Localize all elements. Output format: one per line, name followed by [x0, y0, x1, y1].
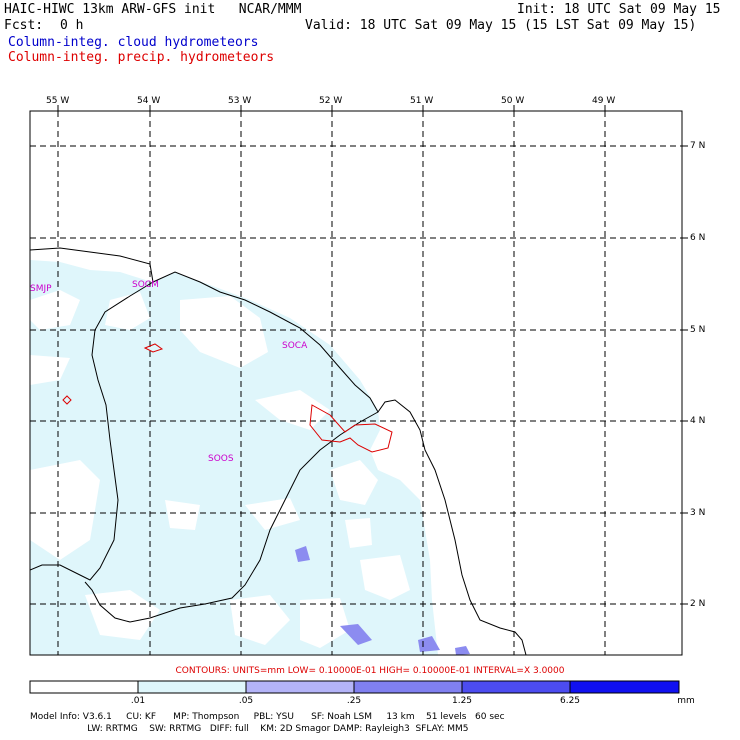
- init-time: Init: 18 UTC Sat 09 May 15: [517, 2, 721, 17]
- colorbar-label: 1.25: [451, 696, 473, 706]
- cloud-gap: [180, 296, 268, 368]
- cloud-medium-patch: [340, 624, 372, 645]
- lat-label: 4 N: [690, 416, 706, 426]
- colorbar-segment: [461, 680, 571, 694]
- lon-label: 54 W: [137, 96, 161, 106]
- colorbar-segment: [245, 680, 355, 694]
- station-label: SOCM: [132, 280, 159, 290]
- cloud-fill-region: [30, 260, 438, 655]
- colorbar-segment: [29, 680, 139, 694]
- valid-time: Valid: 18 UTC Sat 09 May 15 (15 LST Sat …: [305, 18, 697, 33]
- cloud-gap: [255, 390, 330, 430]
- station-label: SOCA: [282, 341, 308, 351]
- cloud-gap: [345, 518, 372, 548]
- lon-label: 55 W: [46, 96, 70, 106]
- map-frame: [29, 110, 683, 656]
- colorbar-segment: [137, 680, 247, 694]
- colorbar-segment: [569, 680, 680, 694]
- forecast-hour: 0 h: [60, 18, 84, 33]
- lon-label: 49 W: [592, 96, 616, 106]
- cloud-gap: [105, 292, 150, 330]
- precip-contour: [62, 395, 72, 405]
- border-gf-br: [84, 411, 379, 623]
- colorbar-label: .25: [346, 696, 362, 706]
- cloud-medium-patch: [295, 546, 310, 562]
- cloud-gap: [30, 355, 70, 385]
- lon-label: 52 W: [319, 96, 343, 106]
- lon-label: 53 W: [228, 96, 252, 106]
- contours-info: CONTOURS: UNITS=mm LOW= 0.10000E-01 HIGH…: [175, 666, 565, 676]
- station-label: SMJP: [30, 284, 52, 294]
- cloud-gap: [230, 595, 290, 645]
- colorbar-label: 6.25: [559, 696, 581, 706]
- model-info-line2: LW: RRTMG SW: RRTMG DIFF: full KM: 2D Sm…: [30, 724, 469, 734]
- lat-label: 6 N: [690, 233, 706, 243]
- colorbar-label: .05: [238, 696, 254, 706]
- cloud-gap: [165, 500, 200, 530]
- cloud-medium-patch: [418, 636, 440, 652]
- cloud-gap: [330, 460, 378, 505]
- cloud-gap: [30, 290, 80, 330]
- colorbar-segment: [353, 680, 463, 694]
- lon-label: 50 W: [501, 96, 525, 106]
- station-label: SOOS: [208, 454, 234, 464]
- cloud-gap: [300, 598, 350, 648]
- colorbar-label: .01: [130, 696, 146, 706]
- lat-label: 3 N: [690, 508, 706, 518]
- forecast-label: Fcst:: [4, 18, 44, 33]
- map-title: HAIC-HIWC 13km ARW-GFS init NCAR/MMM: [4, 2, 302, 17]
- colorbar-unit: mm: [677, 696, 695, 706]
- coastline: [30, 247, 527, 655]
- colorbar: [29, 680, 680, 694]
- lon-label: 51 W: [410, 96, 434, 106]
- cloud-gap: [360, 555, 410, 600]
- lat-lon-grid: [30, 111, 682, 655]
- precip-contour: [309, 404, 393, 453]
- cloud-gap: [245, 498, 300, 530]
- cloud-medium-patch: [455, 646, 470, 655]
- cloud-gap: [30, 460, 100, 560]
- precip-contour: [143, 343, 164, 353]
- lat-label: 5 N: [690, 325, 706, 335]
- lat-label: 7 N: [690, 141, 706, 151]
- model-info-line1: Model Info: V3.6.1 CU: KF MP: Thompson P…: [30, 712, 505, 722]
- cloud-gap: [85, 590, 160, 640]
- lat-label: 2 N: [690, 599, 706, 609]
- legend-cloud: Column-integ. cloud hydrometeors: [8, 35, 259, 50]
- legend-precip: Column-integ. precip. hydrometeors: [8, 50, 275, 65]
- axis-ticks: [57, 105, 688, 605]
- border-sr-gf: [30, 281, 154, 581]
